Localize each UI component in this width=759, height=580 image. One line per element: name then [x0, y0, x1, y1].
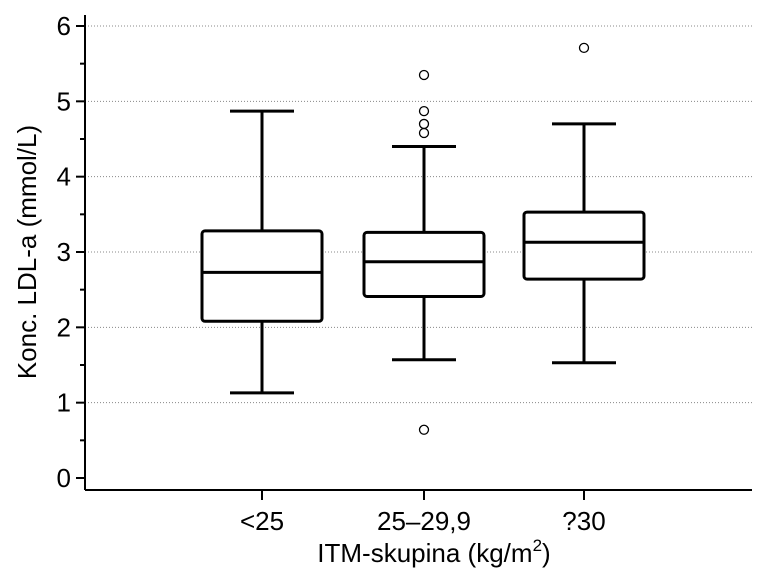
y-tick-label: 4: [57, 162, 71, 192]
box-group: [362, 69, 486, 435]
y-ticks: 0 1 2 3 4 5 6: [57, 11, 85, 493]
box-group: [200, 109, 324, 395]
x-ticks: <25 25–29,9 ?30: [240, 490, 606, 536]
y-tick-label: 5: [57, 86, 71, 116]
y-axis-title: Konc. LDL-a (mmol/L): [12, 125, 42, 379]
x-axis-title-main: ITM-skupina (kg/m: [317, 538, 532, 568]
outlier-point: [418, 69, 430, 81]
y-tick-label: 1: [57, 388, 71, 418]
outlier-point: [578, 42, 590, 53]
x-tick-label: 25–29,9: [377, 506, 471, 536]
x-tick-label: ?30: [562, 506, 605, 536]
y-tick-label: 0: [57, 463, 71, 493]
outlier-point: [418, 424, 430, 435]
y-tick-label: 3: [57, 237, 71, 267]
outlier-point: [418, 118, 430, 130]
outlier-point: [418, 127, 430, 139]
boxes: [200, 42, 646, 435]
x-axis-title: ITM-skupina (kg/m2): [317, 536, 550, 568]
outlier-point: [418, 105, 430, 117]
box-group: [522, 42, 646, 365]
iqr-box: [200, 229, 324, 323]
grid-lines: [85, 25, 752, 404]
x-axis-title-suffix: ): [542, 538, 551, 568]
y-tick-label: 6: [57, 11, 71, 41]
x-tick-label: <25: [240, 506, 284, 536]
iqr-box: [522, 210, 646, 281]
x-axis-title-superscript: 2: [533, 536, 542, 555]
iqr-box: [362, 230, 486, 298]
y-tick-label: 2: [57, 312, 71, 342]
